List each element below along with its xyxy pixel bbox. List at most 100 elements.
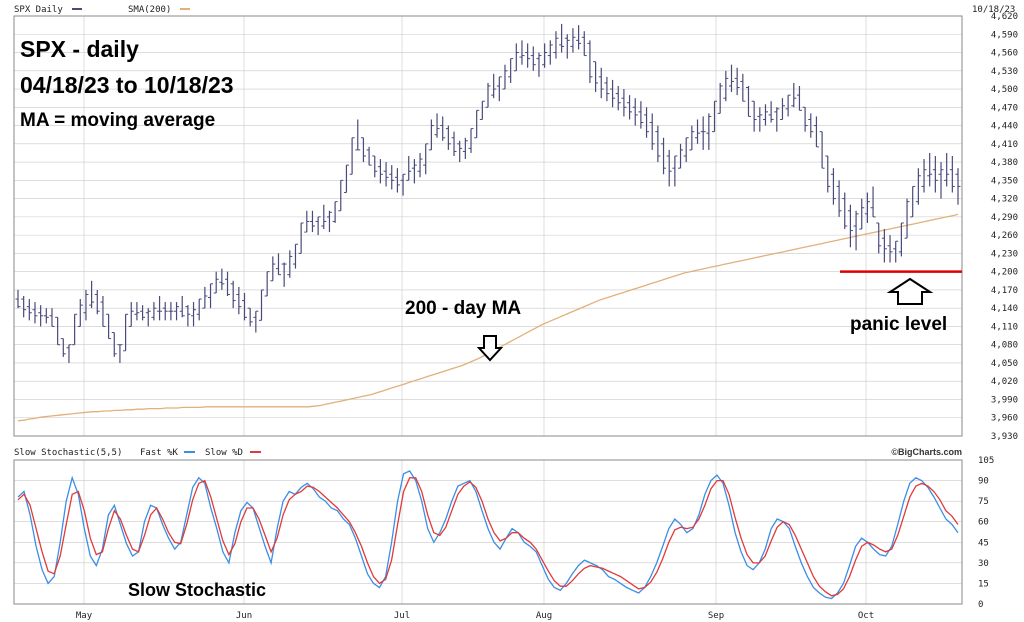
main-y-tick-label: 4,560 — [991, 49, 1018, 59]
price-bar — [230, 280, 236, 309]
price-bar — [440, 116, 446, 141]
header-sma-label: SMA(200) — [128, 5, 171, 15]
price-bar — [706, 113, 712, 150]
price-bar — [723, 70, 729, 102]
main-y-tick-label: 4,230 — [991, 249, 1018, 259]
price-bar — [955, 168, 961, 205]
down-arrow-icon — [476, 335, 504, 362]
price-bar — [576, 25, 582, 50]
main-y-tick-label: 3,960 — [991, 414, 1018, 424]
main-y-tick-label: 4,350 — [991, 176, 1018, 186]
price-bar — [15, 289, 21, 309]
price-bar — [457, 140, 463, 163]
price-bar — [377, 159, 383, 184]
main-plot-frame — [13, 15, 963, 437]
price-bar — [893, 240, 899, 263]
price-bar — [655, 125, 661, 163]
price-bar — [179, 296, 185, 318]
price-bar — [55, 316, 61, 346]
price-bar — [553, 31, 559, 59]
stoch-y-axis: 0 15 30 45 60 75 90 105 — [978, 456, 994, 610]
main-y-tick-label: 4,320 — [991, 195, 1018, 205]
price-bar — [43, 308, 49, 324]
price-bar — [513, 43, 519, 72]
price-bar — [808, 113, 814, 138]
price-bar — [712, 100, 718, 133]
price-bar — [768, 101, 774, 123]
price-bar — [428, 119, 434, 151]
header-spx-label: SPX Daily — [14, 5, 63, 15]
price-bar — [944, 152, 950, 187]
ma-label: 200 - day MA — [405, 298, 522, 319]
price-bar — [304, 210, 310, 233]
slow-d-line — [17, 477, 959, 597]
price-bar — [360, 137, 366, 163]
price-bar — [247, 307, 253, 327]
price-bar — [536, 52, 542, 77]
price-bar — [462, 137, 468, 160]
main-y-tick-label: 4,470 — [991, 103, 1018, 113]
price-bar — [519, 40, 525, 65]
price-bar — [627, 95, 633, 120]
price-bar — [270, 256, 276, 282]
price-bar — [66, 344, 72, 363]
price-bar — [587, 40, 593, 83]
x-tick-label: Jun — [236, 611, 252, 621]
price-bar — [644, 107, 650, 138]
price-bar — [355, 119, 361, 151]
price-bar — [661, 137, 667, 175]
stoch-fast-label: Fast %K — [140, 448, 179, 458]
price-bar — [72, 313, 78, 346]
title-line-2: 04/18/23 to 10/18/23 — [20, 72, 234, 98]
price-bar — [666, 149, 672, 187]
price-bar — [21, 296, 27, 318]
price-bar — [406, 156, 412, 181]
main-y-tick-label: 4,380 — [991, 158, 1018, 168]
title-line-3: MA = moving average — [20, 110, 216, 131]
price-bar — [570, 28, 576, 53]
price-bar — [898, 222, 904, 257]
main-y-tick-label: 4,110 — [991, 322, 1018, 332]
main-y-tick-label: 4,590 — [991, 30, 1018, 40]
price-bar — [547, 40, 553, 65]
price-bar — [604, 76, 610, 102]
stoch-y-tick-label: 60 — [978, 518, 989, 528]
price-bar — [678, 143, 684, 169]
main-y-tick-label: 4,440 — [991, 122, 1018, 132]
price-bar — [445, 125, 451, 150]
price-bar — [491, 73, 497, 99]
price-bar — [332, 201, 338, 223]
price-bar — [740, 73, 746, 102]
price-bar — [451, 131, 457, 156]
price-bar — [813, 116, 819, 148]
price-bar — [400, 173, 406, 196]
price-bar — [343, 164, 349, 194]
price-bar — [689, 125, 695, 151]
price-bar — [242, 292, 248, 321]
price-bar — [779, 98, 785, 120]
price-bar — [508, 58, 514, 83]
price-bar — [621, 89, 627, 117]
stoch-y-tick-label: 45 — [978, 538, 989, 548]
price-bar — [847, 204, 853, 248]
price-bar — [468, 128, 474, 153]
price-bar — [298, 222, 304, 254]
price-bar — [417, 152, 423, 178]
stoch-slow-label: Slow %D — [205, 448, 243, 458]
price-bar — [49, 308, 55, 327]
price-bar — [774, 107, 780, 132]
price-bar — [876, 222, 882, 254]
price-bar — [842, 192, 848, 230]
price-bar — [672, 155, 678, 187]
header-date: 10/18/23 — [972, 5, 1015, 15]
main-y-tick-label: 4,620 — [991, 12, 1018, 22]
x-tick-label: Oct — [858, 611, 874, 621]
price-bar — [927, 152, 933, 187]
price-bar — [196, 298, 202, 321]
price-bar — [757, 107, 763, 132]
price-bar — [60, 338, 66, 357]
price-bar — [915, 168, 921, 205]
price-bar — [38, 305, 44, 327]
price-bar — [281, 262, 287, 287]
